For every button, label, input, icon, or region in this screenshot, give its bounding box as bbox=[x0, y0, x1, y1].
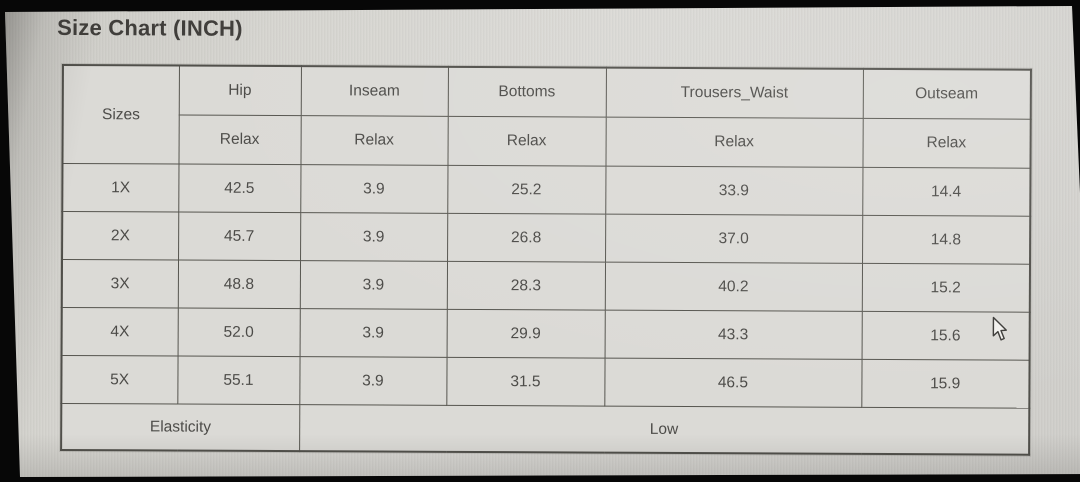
subheader-relax-outseam: Relax bbox=[862, 118, 1031, 169]
page-title: Size Chart (INCH) bbox=[57, 14, 243, 41]
subheader-relax-inseam: Relax bbox=[300, 115, 448, 166]
subheader-relax-bottoms: Relax bbox=[447, 116, 606, 167]
header-sizes: Sizes bbox=[62, 64, 179, 165]
value-cell-inseam: 3.9 bbox=[300, 212, 448, 262]
table-row-5x: 5X 55.1 3.9 31.5 46.5 15.9 bbox=[61, 355, 1030, 409]
header-trousers-waist: Trousers_Waist bbox=[605, 67, 863, 119]
value-cell-inseam: 3.9 bbox=[299, 308, 447, 358]
table-row-1x: 1X 42.5 3.9 25.2 33.9 14.4 bbox=[62, 163, 1031, 217]
header-outseam: Outseam bbox=[862, 68, 1031, 120]
header-bottoms: Bottoms bbox=[447, 66, 606, 118]
size-cell: 4X bbox=[61, 307, 178, 357]
value-cell-inseam: 3.9 bbox=[299, 260, 448, 310]
header-row-fit: Relax Relax Relax Relax Relax bbox=[62, 114, 1031, 169]
value-cell-hip: 55.1 bbox=[177, 356, 300, 405]
value-cell-trousers-waist: 46.5 bbox=[604, 358, 862, 408]
size-chart-table: Sizes Hip Inseam Bottoms Trousers_Waist … bbox=[60, 63, 1032, 456]
table-row-3x: 3X 48.8 3.9 28.3 40.2 15.2 bbox=[61, 259, 1031, 313]
size-cell: 5X bbox=[61, 355, 178, 405]
value-cell-inseam: 3.9 bbox=[300, 164, 448, 214]
value-cell-inseam: 3.9 bbox=[299, 356, 447, 406]
value-cell-outseam: 15.6 bbox=[861, 311, 1030, 361]
value-cell-hip: 52.0 bbox=[177, 308, 300, 357]
value-cell-bottoms: 25.2 bbox=[447, 165, 606, 215]
value-cell-trousers-waist: 43.3 bbox=[604, 310, 862, 360]
subheader-relax-trousers-waist: Relax bbox=[605, 117, 863, 168]
size-cell: 3X bbox=[61, 259, 179, 309]
value-cell-hip: 45.7 bbox=[178, 212, 301, 261]
value-cell-outseam: 15.2 bbox=[861, 263, 1031, 313]
elasticity-value: Low bbox=[299, 404, 1030, 455]
header-hip: Hip bbox=[178, 65, 301, 116]
value-cell-trousers-waist: 33.9 bbox=[605, 166, 863, 216]
header-inseam: Inseam bbox=[300, 66, 448, 117]
header-row-measures: Sizes Hip Inseam Bottoms Trousers_Waist … bbox=[62, 64, 1031, 165]
elasticity-label: Elasticity bbox=[61, 403, 300, 452]
value-cell-bottoms: 31.5 bbox=[446, 357, 605, 407]
table-row-2x: 2X 45.7 3.9 26.8 37.0 14.8 bbox=[62, 211, 1031, 265]
value-cell-hip: 48.8 bbox=[177, 260, 301, 309]
value-cell-outseam: 14.4 bbox=[862, 167, 1031, 217]
value-cell-outseam: 14.8 bbox=[862, 215, 1031, 265]
size-cell: 2X bbox=[62, 211, 179, 261]
value-cell-hip: 42.5 bbox=[178, 164, 301, 213]
subheader-relax-hip: Relax bbox=[178, 115, 301, 165]
value-cell-bottoms: 26.8 bbox=[447, 213, 606, 263]
size-cell: 1X bbox=[62, 163, 179, 213]
value-cell-trousers-waist: 37.0 bbox=[605, 214, 863, 264]
value-cell-outseam: 15.9 bbox=[861, 359, 1030, 409]
table-row-4x: 4X 52.0 3.9 29.9 43.3 15.6 bbox=[61, 307, 1030, 361]
elasticity-row: Elasticity Low bbox=[61, 403, 1030, 455]
value-cell-bottoms: 29.9 bbox=[446, 309, 605, 359]
value-cell-bottoms: 28.3 bbox=[446, 261, 606, 311]
value-cell-trousers-waist: 40.2 bbox=[604, 262, 863, 312]
